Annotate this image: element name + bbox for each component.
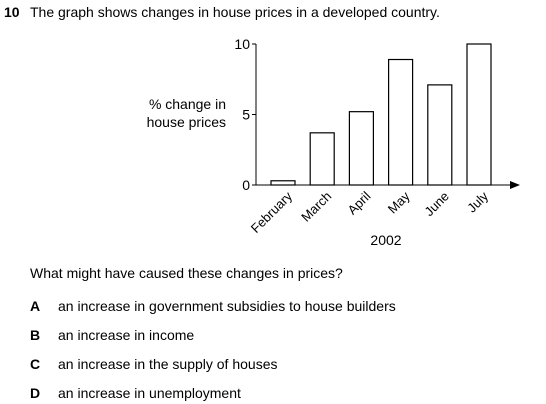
y-tick-label: 10 <box>234 36 250 52</box>
bar-april <box>348 111 374 186</box>
option-letter: D <box>30 385 41 401</box>
bar-february <box>270 180 296 186</box>
option-text: an increase in income <box>58 327 195 343</box>
x-tick-label-april: April <box>345 188 374 217</box>
y-ticks: 0 5 10 <box>234 36 256 193</box>
option-letter: A <box>30 298 41 314</box>
house-price-chart: 0 5 10 February March April May June July 2002 <box>234 36 520 248</box>
x-tick-labels: February March April May June July <box>248 188 492 236</box>
x-tick-label-march: March <box>298 189 334 225</box>
option-text: an increase in the supply of houses <box>58 356 278 372</box>
bar-june <box>427 84 453 186</box>
bar-july <box>466 43 492 186</box>
x-tick-label-july: July <box>464 188 491 215</box>
x-tick-label-june: June <box>421 189 452 220</box>
x-axis-title: 2002 <box>370 232 401 248</box>
y-axis-title-line-2: house prices <box>146 114 226 130</box>
y-tick-label: 5 <box>242 107 250 123</box>
y-axis-title: % change in house prices <box>130 95 226 131</box>
option-letter: B <box>30 327 41 343</box>
x-tick-label-february: February <box>248 188 296 236</box>
question-prompt: What might have caused these changes in … <box>30 265 343 281</box>
x-tick-label-may: May <box>385 188 413 216</box>
option-text: an increase in government subsidies to h… <box>58 298 396 314</box>
bar-march <box>309 132 335 186</box>
y-tick-label: 0 <box>242 177 250 193</box>
bar-may <box>388 58 414 186</box>
option-text: an increase in unemployment <box>58 385 241 401</box>
question-number: 10 <box>4 4 20 20</box>
option-letter: C <box>30 356 41 372</box>
x-axis-arrowhead <box>510 181 520 189</box>
bars <box>270 43 492 186</box>
question-stem: The graph shows changes in house prices … <box>30 4 440 20</box>
y-axis-title-line-1: % change in <box>148 96 226 112</box>
